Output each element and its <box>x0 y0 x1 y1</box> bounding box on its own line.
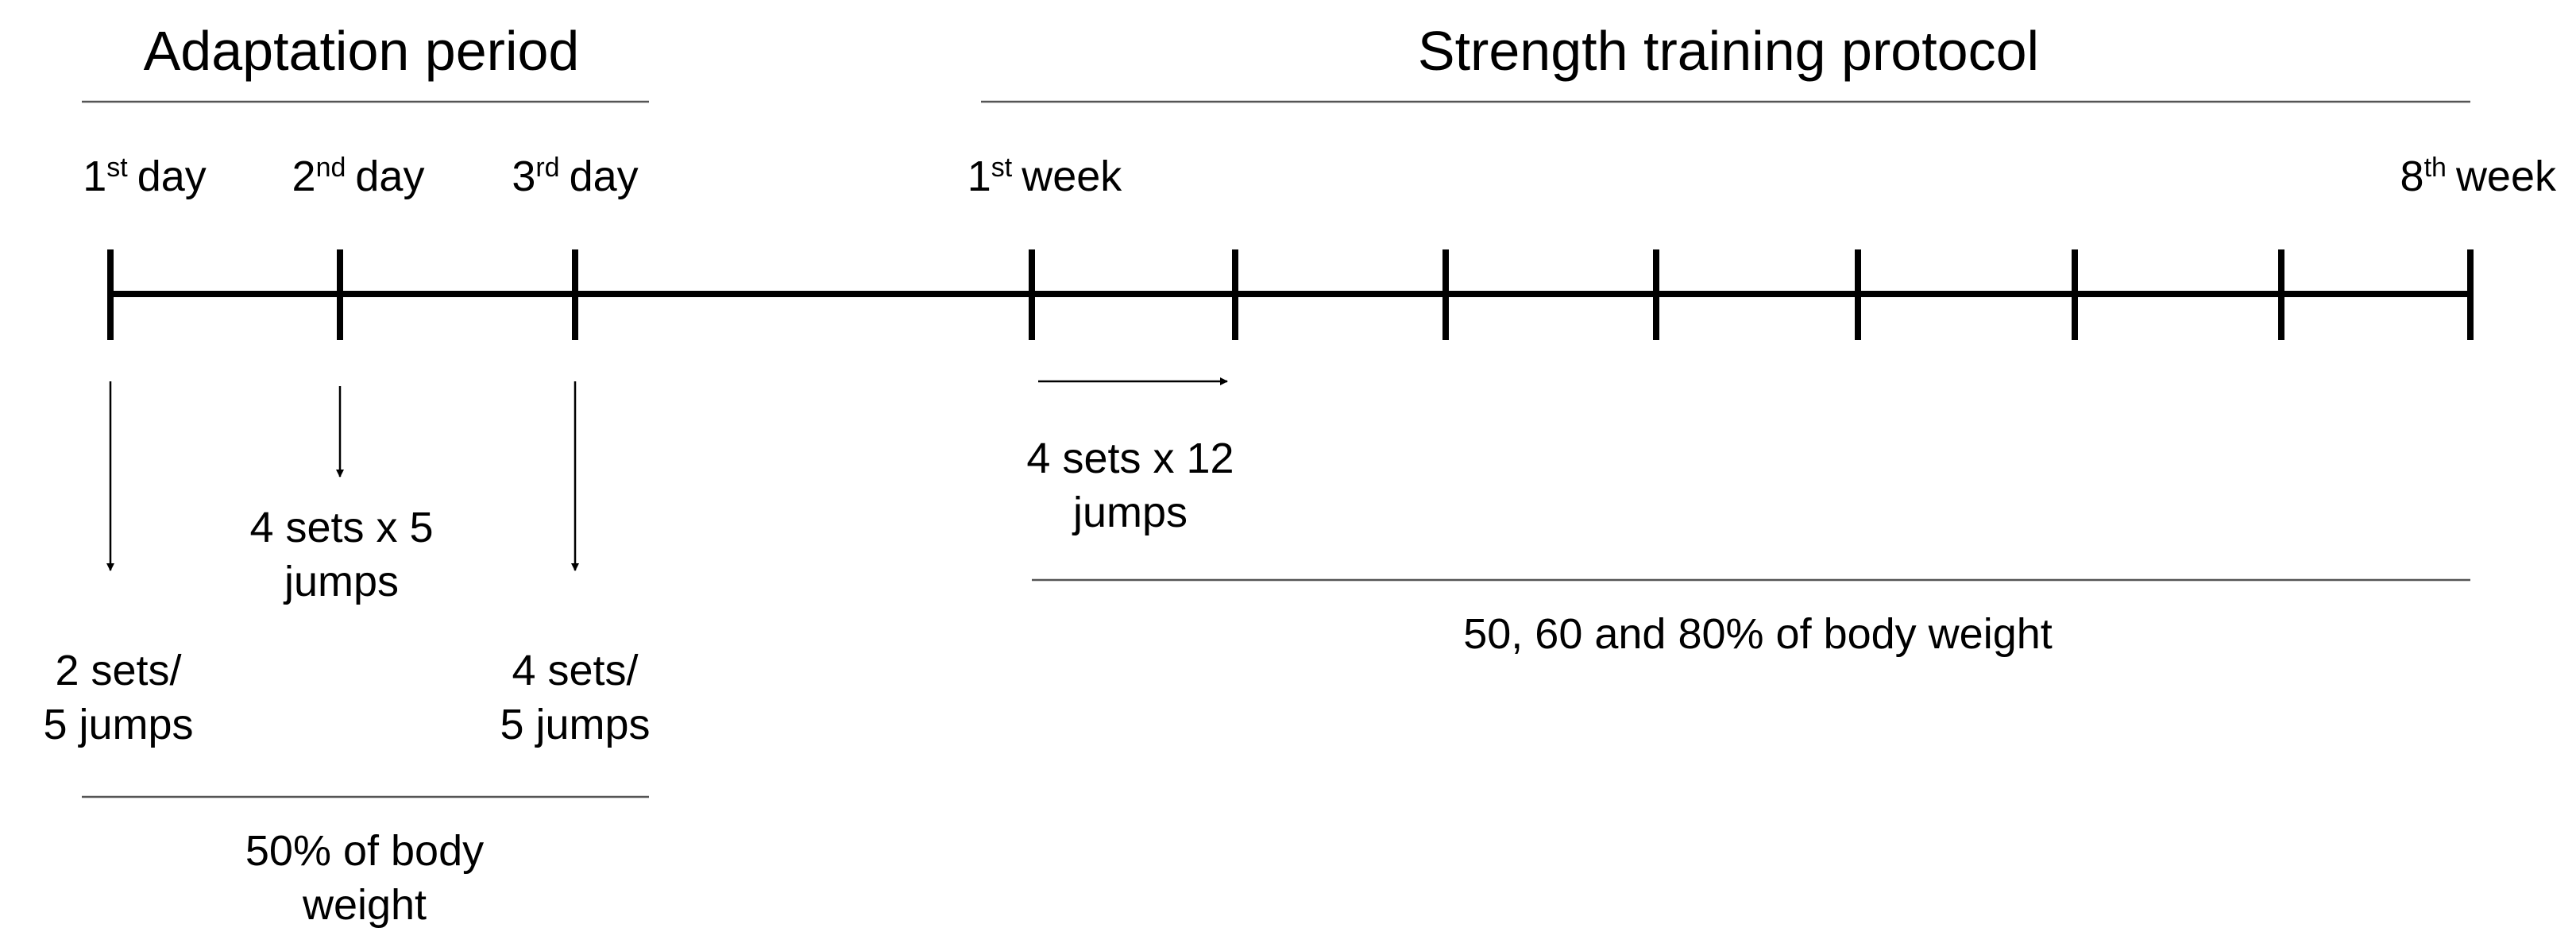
label-number: 3 <box>512 153 535 200</box>
label-number: 2 <box>292 153 316 200</box>
label-unit: week <box>1021 153 1122 200</box>
annotation: 4 sets x 5 <box>249 504 433 551</box>
label-unit: week <box>2455 153 2557 200</box>
annotation: 4 sets/ <box>512 647 638 694</box>
section-title: Adaptation period <box>144 20 580 82</box>
label-unit: day <box>570 153 639 200</box>
section-title: Strength training protocol <box>1418 20 2039 82</box>
timeline-label: 8th week <box>2400 153 2557 200</box>
timeline-label: 2nd day <box>292 153 425 200</box>
annotation: 4 sets x 12 <box>1026 435 1234 482</box>
annotation: 5 jumps <box>500 701 650 748</box>
label-number: 8 <box>2400 153 2424 200</box>
annotation: jumps <box>283 558 399 605</box>
annotation: jumps <box>1072 489 1188 536</box>
timeline-labels: 1st day 2nd day 3rd day 1st week 8th week <box>83 153 2557 200</box>
label-superscript: st <box>991 153 1013 183</box>
label-superscript: rd <box>535 153 559 183</box>
timeline-label: 1st week <box>967 153 1123 200</box>
ticks <box>107 249 2474 340</box>
label-unit: day <box>137 153 207 200</box>
label-superscript: nd <box>316 153 346 183</box>
annotation: 50% of body <box>245 827 484 875</box>
label-unit: day <box>355 153 424 200</box>
annotation: 50, 60 and 80% of body weight <box>1463 610 2053 658</box>
label-superscript: th <box>2424 153 2447 183</box>
annotation: weight <box>302 881 427 929</box>
timeline-label: 3rd day <box>512 153 638 200</box>
label-superscript: st <box>106 153 128 183</box>
timeline-label: 1st day <box>83 153 207 200</box>
annotations: 2 sets/5 jumps 4 sets x 5 jumps 4 sets/5 ju… <box>43 435 2052 929</box>
label-number: 1 <box>967 153 991 200</box>
annotation: 2 sets/ <box>55 647 181 694</box>
annotation: 5 jumps <box>43 701 193 748</box>
label-number: 1 <box>83 153 106 200</box>
